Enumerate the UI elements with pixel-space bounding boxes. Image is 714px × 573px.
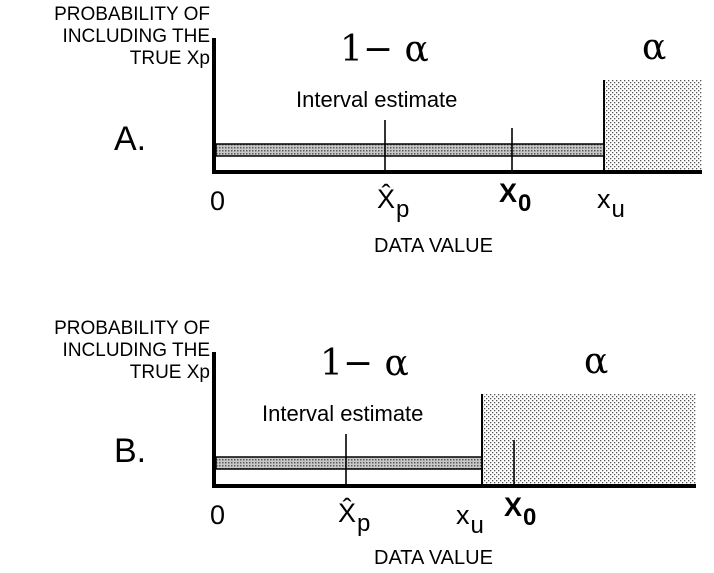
panel-b-confidence-label: 1− α [320,343,409,384]
panel-b-xp-hat-subscript: p [357,510,371,537]
panel-a-y-label-line-3: TRUE Xp [129,48,210,69]
panel-a-xu-label: xu [597,184,625,222]
panel-a-xu-subscript: u [611,196,625,223]
panel-a-x0-label: X0 [499,178,531,216]
panel-b-xu-symbol: x [456,500,470,530]
panel-b-x0-symbol: X [504,492,523,522]
panel-a-confidence-label: 1− α [340,29,429,70]
panel-a-interval-label: Interval estimate [296,87,458,112]
panel-b-xp-hat-label: X̂p [338,498,370,536]
panel-b-xu-subscript: u [470,512,484,539]
panel-a-x0-subscript: 0 [518,190,532,217]
panel-b-zero-label: 0 [210,500,226,530]
panel-b-y-label: PROBABILITY OF INCLUDING THE TRUE Xp [0,318,210,384]
panel-b-xp-hat-symbol: X̂ [338,498,357,528]
panel-a-interval-bar [215,143,605,157]
panel-b-y-label-line-1: PROBABILITY OF [54,318,210,339]
panel-b-graphics [212,352,696,488]
panel-b-xu-label: xu [456,500,484,538]
panel-a-alpha-region [604,80,702,172]
panel-b-alpha-label: α [584,341,609,382]
panel-b-label: B. [114,432,147,470]
panel-a-xu-symbol: x [597,184,611,214]
panel-a-x-axis-label: DATA VALUE [374,235,493,257]
panel-a-y-label-line-2: INCLUDING THE [62,26,210,47]
panel-a-zero-label: 0 [210,186,226,216]
panel-a-graphics [212,38,702,174]
panel-a-xp-hat-label: X̂p [377,184,409,222]
panel-a-xp-hat-subscript: p [396,196,410,223]
panel-a-x0-symbol: X [499,178,518,208]
panel-b-y-label-line-3: TRUE Xp [129,362,210,383]
panel-b-x0-subscript: 0 [523,504,537,531]
panel-a-y-label: PROBABILITY OF INCLUDING THE TRUE Xp [0,4,210,70]
panel-a-y-label-line-1: PROBABILITY OF [54,4,210,25]
panel-a-alpha-label: α [642,27,667,68]
panel-b-interval-bar [215,456,483,470]
panel-a-xp-hat-symbol: X̂ [377,184,396,214]
panel-a-label: A. [114,120,147,158]
panel-b-x0-label: X0 [504,492,536,530]
panel-b-interval-label: Interval estimate [262,401,424,426]
panel-b-x-axis-label: DATA VALUE [374,547,493,569]
panel-b-alpha-region [482,394,696,486]
panel-b-y-label-line-2: INCLUDING THE [62,340,210,361]
